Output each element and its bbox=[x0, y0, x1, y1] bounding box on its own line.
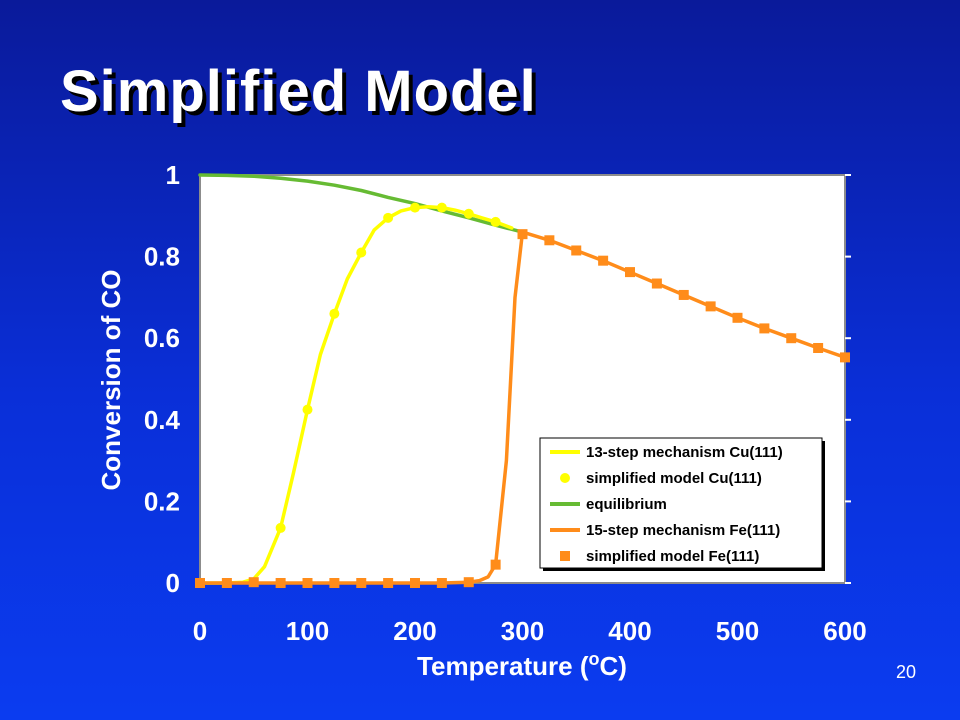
x-tick-label: 600 bbox=[823, 616, 866, 646]
cu-model-point bbox=[463, 208, 474, 219]
y-axis-label: Conversion of CO bbox=[96, 269, 126, 490]
y-tick-label: 1 bbox=[166, 160, 180, 190]
fe-model-point bbox=[571, 245, 582, 256]
series-layer bbox=[195, 173, 850, 588]
fe-model-point bbox=[436, 578, 447, 588]
fe-model-point bbox=[625, 267, 635, 278]
x-tick-label: 400 bbox=[608, 616, 651, 646]
fe-model-point bbox=[383, 578, 394, 588]
legend-label: equilibrium bbox=[586, 496, 667, 513]
y-axis-ticks: 0 0.2 0.4 0.6 0.8 1 bbox=[144, 160, 851, 598]
fe-model-point bbox=[678, 289, 689, 300]
y-tick-label: 0.8 bbox=[144, 242, 180, 272]
x-axis-ticks: 0 100 200 300 400 500 600 bbox=[193, 616, 867, 646]
slide-title: Simplified Model bbox=[60, 59, 537, 124]
x-tick-label: 100 bbox=[286, 616, 329, 646]
fe-model-point bbox=[410, 578, 420, 588]
x-tick-label: 200 bbox=[393, 616, 436, 646]
fe-model-point bbox=[517, 229, 528, 240]
cu-model-point bbox=[436, 202, 447, 213]
x-axis-label: Temperature (oC) bbox=[417, 649, 627, 681]
cu-model-point bbox=[302, 404, 313, 415]
legend-box bbox=[539, 437, 823, 569]
legend-label: 13-step mechanism Cu(111) bbox=[586, 444, 783, 461]
fe-model-point bbox=[356, 578, 367, 588]
cu-model-point bbox=[329, 308, 340, 319]
x-tick-label: 300 bbox=[501, 616, 544, 646]
fe-model-point bbox=[490, 559, 501, 570]
fe-model-point bbox=[248, 577, 259, 588]
x-tick-label: 0 bbox=[193, 616, 207, 646]
legend: 13-step mechanism Cu(111) simplified mode… bbox=[539, 437, 825, 571]
fe-model-point bbox=[759, 323, 770, 334]
cu-model-point bbox=[356, 247, 367, 258]
cu-model-point bbox=[490, 216, 501, 227]
fe-model-point bbox=[195, 578, 205, 588]
cu-model-point bbox=[275, 522, 286, 533]
fe-model-point bbox=[329, 578, 340, 588]
fe-model-point bbox=[463, 577, 474, 588]
y-tick-label: 0.6 bbox=[144, 323, 180, 353]
x-tick-label: 500 bbox=[716, 616, 759, 646]
fe-model-point bbox=[813, 342, 824, 353]
y-tick-label: 0.2 bbox=[144, 486, 180, 516]
fe-model-point bbox=[651, 278, 662, 289]
fe-model-point bbox=[544, 235, 555, 246]
legend-label: simplified model Cu(111) bbox=[586, 470, 762, 487]
legend-label: 15-step mechanism Fe(111) bbox=[586, 522, 780, 539]
series-line-3 bbox=[198, 230, 847, 585]
fe-model-point bbox=[840, 352, 850, 363]
page-number: 20 bbox=[896, 662, 917, 682]
y-tick-label: 0.4 bbox=[144, 405, 181, 435]
legend-circle-swatch bbox=[560, 473, 570, 483]
legend-square-swatch bbox=[560, 551, 570, 561]
cu-model-point bbox=[410, 202, 420, 213]
cu-model-point bbox=[383, 212, 394, 223]
fe-model-point bbox=[302, 578, 313, 588]
legend-label: simplified model Fe(111) bbox=[586, 548, 759, 565]
fe-model-point bbox=[705, 301, 716, 312]
y-tick-label: 0 bbox=[166, 568, 180, 598]
fe-model-point bbox=[598, 255, 609, 266]
fe-model-point bbox=[732, 312, 743, 323]
fe-model-point bbox=[275, 578, 286, 588]
fe-model-point bbox=[221, 578, 232, 588]
fe-model-point bbox=[786, 333, 797, 344]
